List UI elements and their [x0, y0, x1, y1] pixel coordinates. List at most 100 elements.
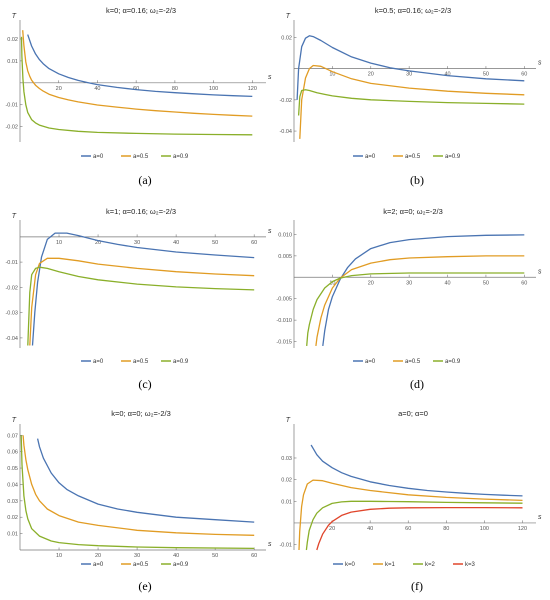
- legend-label: a=0.9: [173, 154, 189, 160]
- x-tick-label: 40: [444, 280, 450, 286]
- chart-title: a=0; α=0: [398, 409, 428, 418]
- series-line-a=0.5: [315, 255, 525, 346]
- x-tick-label: 40: [173, 240, 179, 246]
- panel-caption: (a): [138, 173, 151, 187]
- x-tick-label: 20: [329, 526, 335, 532]
- panel-caption: (d): [410, 377, 424, 391]
- y-tick-label: 0.010: [278, 232, 292, 238]
- y-tick-label: -0.04: [5, 336, 18, 342]
- series-line-a=0.9: [306, 272, 525, 346]
- series-line-a=0.5: [29, 257, 255, 346]
- series-line-a=0: [31, 232, 255, 346]
- y-axis-label: T: [286, 13, 291, 20]
- series-line-k=1: [298, 479, 523, 551]
- x-tick-label: 20: [95, 553, 101, 559]
- x-tick-label: 20: [56, 86, 62, 92]
- x-tick-label: 20: [95, 240, 101, 246]
- chart-panel-5: k=0; α=0; ω₂=-2/3 Ts 10 20 30 40 50 60 0.07 0.06 0…: [7, 409, 272, 593]
- x-tick-label: 60: [521, 72, 527, 78]
- x-axis-label: s: [538, 514, 542, 521]
- x-tick-label: 60: [133, 86, 139, 92]
- legend-label: a=0.5: [405, 154, 421, 160]
- legend-label: a=0: [365, 359, 376, 365]
- chart-title: k=0.5; α=0.16; ω₂=-2/3: [375, 6, 451, 15]
- legend-label: k=2: [425, 562, 436, 568]
- x-axis-label: s: [538, 268, 542, 275]
- x-tick-label: 10: [329, 72, 335, 78]
- legend-label: a=0.9: [173, 359, 189, 365]
- x-tick-label: 30: [406, 72, 412, 78]
- x-tick-label: 100: [480, 526, 489, 532]
- y-tick-label: -0.01: [5, 103, 18, 109]
- y-tick-label: -0.02: [5, 285, 18, 291]
- y-tick-label: 0.04: [7, 482, 18, 488]
- y-tick-label: 0.06: [7, 450, 18, 456]
- x-tick-label: 30: [406, 280, 412, 286]
- legend-label: a=0.5: [133, 562, 149, 568]
- x-tick-label: 40: [173, 553, 179, 559]
- y-tick-label: 0.02: [281, 35, 292, 41]
- y-tick-label: 0.005: [278, 254, 292, 260]
- x-tick-label: 30: [134, 240, 140, 246]
- legend-label: a=0.5: [405, 359, 421, 365]
- x-tick-label: 20: [368, 280, 374, 286]
- x-tick-label: 10: [56, 553, 62, 559]
- legend-label: a=0: [365, 154, 376, 160]
- series-line-a=0.9: [297, 89, 525, 116]
- x-tick-label: 40: [367, 526, 373, 532]
- legend-label: a=0: [93, 154, 104, 160]
- y-tick-label: -0.03: [5, 311, 18, 317]
- x-tick-label: 50: [212, 240, 218, 246]
- y-axis-label: T: [286, 417, 291, 424]
- x-tick-label: 50: [483, 72, 489, 78]
- y-tick-label: 0.02: [7, 515, 18, 521]
- panel-caption: (e): [138, 579, 151, 593]
- y-tick-label: -0.02: [279, 98, 292, 104]
- y-tick-label: 0.02: [281, 478, 292, 484]
- x-tick-label: 40: [94, 86, 100, 92]
- x-tick-label: 60: [251, 240, 257, 246]
- legend-label: a=0.9: [173, 562, 189, 568]
- x-axis-label: s: [268, 228, 272, 235]
- x-tick-label: 80: [172, 86, 178, 92]
- x-tick-label: 10: [329, 280, 335, 286]
- y-tick-label: 0.02: [7, 37, 18, 43]
- legend-label: a=0.9: [445, 359, 461, 365]
- y-tick-label: 0.01: [7, 532, 18, 538]
- legend-label: k=3: [465, 562, 476, 568]
- x-tick-label: 60: [405, 526, 411, 532]
- chart-title: k=2; α=0; ω₂=-2/3: [383, 207, 443, 216]
- panel-caption: (f): [411, 579, 423, 593]
- x-tick-label: 10: [56, 240, 62, 246]
- x-tick-label: 60: [251, 553, 257, 559]
- y-tick-label: -0.04: [279, 129, 292, 135]
- x-axis-label: s: [538, 60, 542, 67]
- y-tick-label: -0.02: [5, 125, 18, 131]
- panel-caption: (c): [138, 377, 151, 391]
- series-line-a=0.5: [299, 64, 525, 139]
- x-tick-label: 30: [134, 553, 140, 559]
- legend-label: k=1: [385, 562, 396, 568]
- chart-panel-3: k=1; α=0.16; ω₂=-2/3 Ts 10 20 30 40 50 60 -0.01 -…: [5, 207, 272, 391]
- y-axis-label: T: [12, 417, 17, 424]
- legend-label: a=0: [93, 562, 104, 568]
- x-tick-label: 100: [209, 86, 218, 92]
- series-line-a=0.5: [22, 30, 253, 117]
- series-line-a=0.5: [22, 435, 255, 536]
- y-tick-label: 0.07: [7, 433, 18, 439]
- series-line-a=0.9: [27, 266, 255, 346]
- series-line-a=0: [27, 34, 253, 98]
- legend-label: k=0: [345, 562, 356, 568]
- y-tick-label: -0.010: [276, 318, 292, 324]
- x-axis-label: s: [268, 74, 272, 81]
- chart-panel-6: a=0; α=0 Ts 20 40 60 80 100 120 0.03 0.02 0.01 -0.0…: [279, 409, 542, 593]
- y-tick-label: -0.015: [276, 340, 292, 346]
- y-tick-label: 0.01: [7, 59, 18, 65]
- chart-title: k=1; α=0.16; ω₂=-2/3: [106, 207, 176, 216]
- x-tick-label: 50: [483, 280, 489, 286]
- x-tick-label: 40: [444, 72, 450, 78]
- legend-label: a=0.9: [445, 154, 461, 160]
- x-tick-label: 50: [212, 553, 218, 559]
- series-line-k=3: [316, 506, 523, 551]
